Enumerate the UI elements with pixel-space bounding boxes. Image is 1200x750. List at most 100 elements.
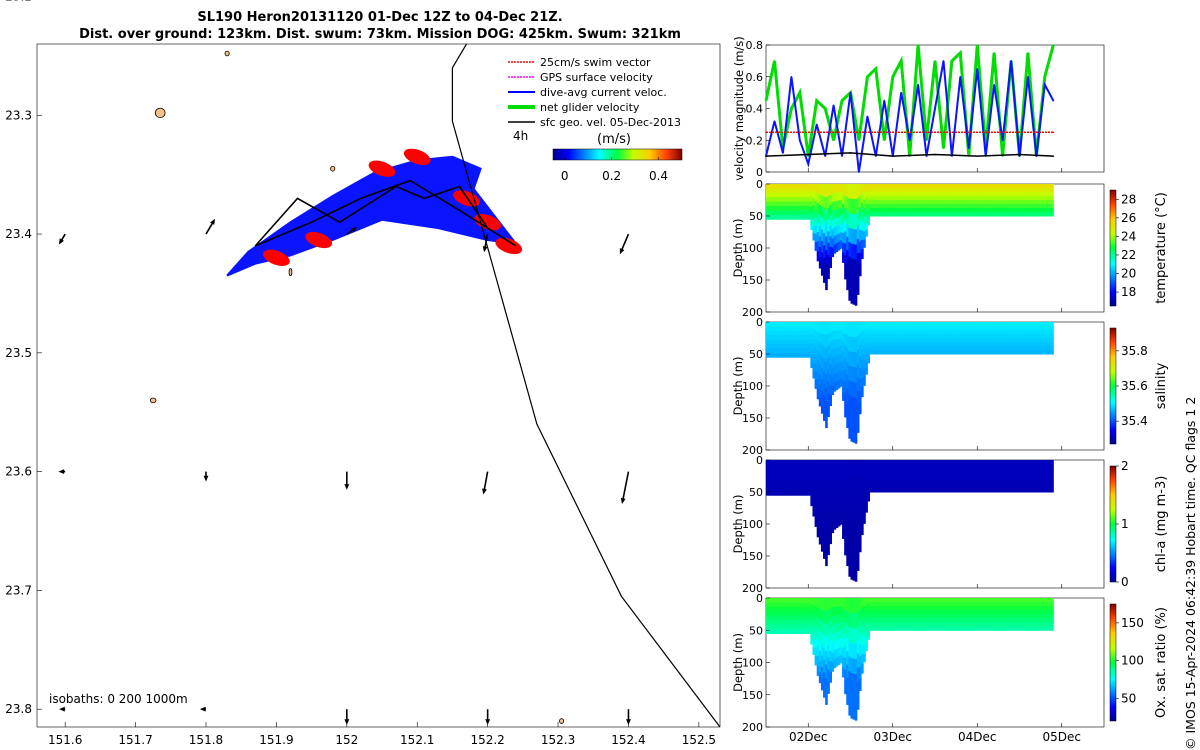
chlorophyll-section-cell bbox=[1036, 468, 1040, 473]
salinity-section-cell bbox=[932, 342, 936, 347]
chlorophyll-section-cell bbox=[956, 480, 959, 485]
chlorophyll-section-cell bbox=[939, 460, 942, 465]
temperature-section-cell bbox=[808, 192, 811, 198]
salinity-section-cell bbox=[907, 330, 911, 335]
chlorophyll-section-cell bbox=[966, 464, 970, 469]
oxygen-section-cell bbox=[985, 610, 989, 615]
salinity-section-cell bbox=[782, 335, 786, 341]
temperature-section-cell bbox=[970, 200, 974, 205]
temperature-section-cell bbox=[979, 212, 982, 217]
oxygen-section-cell bbox=[945, 606, 949, 611]
temperature-section-cell bbox=[907, 204, 911, 209]
chlorophyll-section-cell bbox=[928, 484, 932, 489]
chlorophyll-section-cell bbox=[863, 499, 866, 509]
chlorophyll-section-cell bbox=[922, 484, 925, 489]
temperature-section-cell bbox=[776, 197, 780, 203]
temperature-section-cell bbox=[888, 204, 892, 209]
salinity-section-cell bbox=[1040, 330, 1044, 335]
chlorophyll-section-cell bbox=[814, 518, 818, 527]
temperature-section-cell bbox=[812, 219, 816, 227]
salinity-section-cell bbox=[782, 330, 786, 336]
chlorophyll-section-cell bbox=[989, 468, 993, 473]
oxygen-section-cell bbox=[932, 626, 936, 631]
oxygen-section-cell bbox=[785, 598, 788, 603]
oxygen-section-cell bbox=[869, 618, 873, 623]
temperature-section-cell bbox=[960, 184, 963, 189]
temperature-section-cell bbox=[856, 197, 860, 213]
chlorophyll-section-cell bbox=[856, 529, 860, 544]
oxygen-section-cell bbox=[1013, 614, 1016, 619]
chlorophyll-section-cell bbox=[1021, 464, 1025, 469]
chlorophyll-section-cell bbox=[871, 472, 875, 477]
oxygen-section-cell bbox=[1013, 606, 1016, 611]
temperature-section-cell bbox=[998, 188, 1001, 193]
oxygen-section-cell bbox=[1046, 598, 1050, 603]
chlorophyll-section-cell bbox=[903, 480, 906, 485]
oxygen-section-cell bbox=[894, 602, 898, 607]
chlorophyll-section-cell bbox=[1013, 480, 1016, 485]
salinity-section-cell bbox=[1008, 350, 1012, 355]
chlorophyll-section-cell bbox=[814, 509, 818, 519]
oxygen-section-cell bbox=[892, 626, 896, 631]
temperature-section-cell bbox=[956, 212, 959, 217]
salinity-section-cell bbox=[875, 326, 879, 331]
salinity-section-cell bbox=[871, 350, 875, 355]
salinity-section-cell bbox=[801, 322, 805, 327]
oxygen-section-cell bbox=[839, 638, 843, 648]
salinity-section-cell bbox=[850, 366, 854, 383]
chlorophyll-section-cell bbox=[1015, 472, 1018, 477]
salinity-section-cell bbox=[996, 346, 999, 351]
salinity-section-cell bbox=[844, 369, 847, 382]
salinity-section-cell bbox=[924, 326, 928, 331]
salinity-section-cell bbox=[778, 344, 782, 349]
chlorophyll-section-cell bbox=[837, 468, 841, 477]
oxygen-section-cell bbox=[850, 703, 854, 719]
salinity-section-cell bbox=[1044, 342, 1048, 347]
salinity-section-cell bbox=[856, 363, 860, 378]
salinity-section-cell bbox=[801, 335, 805, 341]
salinity-section-cell bbox=[928, 326, 932, 331]
oxygen-section-cell bbox=[901, 626, 904, 631]
oxygen-section-cell bbox=[992, 622, 995, 627]
oxygen-section-cell bbox=[804, 606, 807, 612]
oxygen-section-cell bbox=[827, 681, 830, 694]
chlorophyll-section-cell bbox=[776, 464, 780, 470]
geo-velocity-arrowhead bbox=[58, 469, 65, 475]
temperature-section-cell bbox=[833, 184, 837, 194]
salinity-section-cell bbox=[833, 365, 837, 375]
oxygen-section-cell bbox=[846, 691, 849, 705]
chlorophyll-section-cell bbox=[768, 473, 771, 479]
chlorophyll-section-cell bbox=[987, 476, 991, 481]
oxygen-section-cell bbox=[833, 598, 837, 608]
salinity-section-cell bbox=[818, 395, 822, 407]
oxygen-section-cell bbox=[913, 602, 917, 607]
temperature-section-cell bbox=[930, 204, 934, 209]
chlorophyll-section-cell bbox=[970, 484, 974, 489]
temperature-section-cell bbox=[1006, 208, 1010, 213]
temperature-section-cell bbox=[884, 208, 887, 213]
temperature-section-cell bbox=[877, 204, 881, 209]
salinity-section-cell bbox=[861, 322, 864, 332]
temperature-section-cell bbox=[871, 200, 875, 205]
chlorophyll-section-cell bbox=[1034, 484, 1037, 489]
oxygen-section-cell bbox=[1015, 598, 1018, 603]
temperature-section-cell bbox=[987, 204, 991, 209]
temperature-section-cell bbox=[768, 206, 771, 211]
oxygen-section-cell bbox=[829, 619, 832, 631]
salinity-section-cell bbox=[1015, 326, 1018, 331]
oxygen-section-cell bbox=[1051, 598, 1054, 603]
temperature-section-cell bbox=[926, 208, 930, 213]
temperature-section-cell bbox=[924, 212, 928, 217]
oxygen-section-cell bbox=[863, 645, 866, 655]
chlorophyll-section-cell bbox=[799, 490, 803, 496]
chlorophyll-section-cell bbox=[787, 486, 790, 492]
temperature-section-cell bbox=[954, 212, 957, 217]
temperature-section-cell bbox=[983, 196, 987, 201]
salinity-section-cell bbox=[890, 330, 894, 335]
oxygen-section-cell bbox=[890, 626, 894, 631]
oxygen-section-cell bbox=[930, 602, 934, 607]
map-ytick-label: 23.8 bbox=[5, 702, 32, 716]
chlorophyll-section-cell bbox=[943, 484, 947, 489]
salinity-section-cell bbox=[787, 352, 790, 358]
chlorophyll-section-cell bbox=[960, 488, 963, 493]
